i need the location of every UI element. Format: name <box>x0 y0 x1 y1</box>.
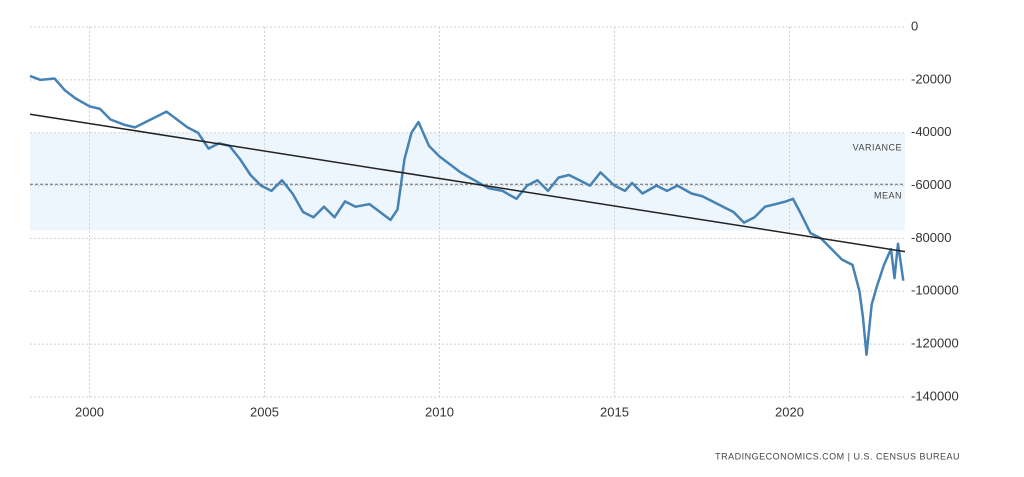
trend-line <box>29 113 906 253</box>
x-tick-label: 2005 <box>250 404 279 419</box>
x-tick-label: 2000 <box>75 404 104 419</box>
x-tick-label: 2020 <box>775 404 804 419</box>
variance-band <box>30 132 905 231</box>
variance-label: VARIANCE <box>853 143 902 153</box>
y-tick-label: -20000 <box>911 71 951 86</box>
x-tick-label: 2010 <box>425 404 454 419</box>
y-tick-label: -60000 <box>911 177 951 192</box>
y-tick-label: -140000 <box>911 388 959 403</box>
y-tick-label: -80000 <box>911 230 951 245</box>
x-tick-label: 2015 <box>600 404 629 419</box>
y-tick-label: -40000 <box>911 124 951 139</box>
y-tick-label: -120000 <box>911 336 959 351</box>
mean-label: MEAN <box>874 191 902 201</box>
y-tick-label: 0 <box>911 18 918 33</box>
source: TRADINGECONOMICS.COM | U.S. CENSUS BUREA… <box>715 451 960 461</box>
data-line <box>29 74 905 356</box>
y-tick-label: -100000 <box>911 283 959 298</box>
